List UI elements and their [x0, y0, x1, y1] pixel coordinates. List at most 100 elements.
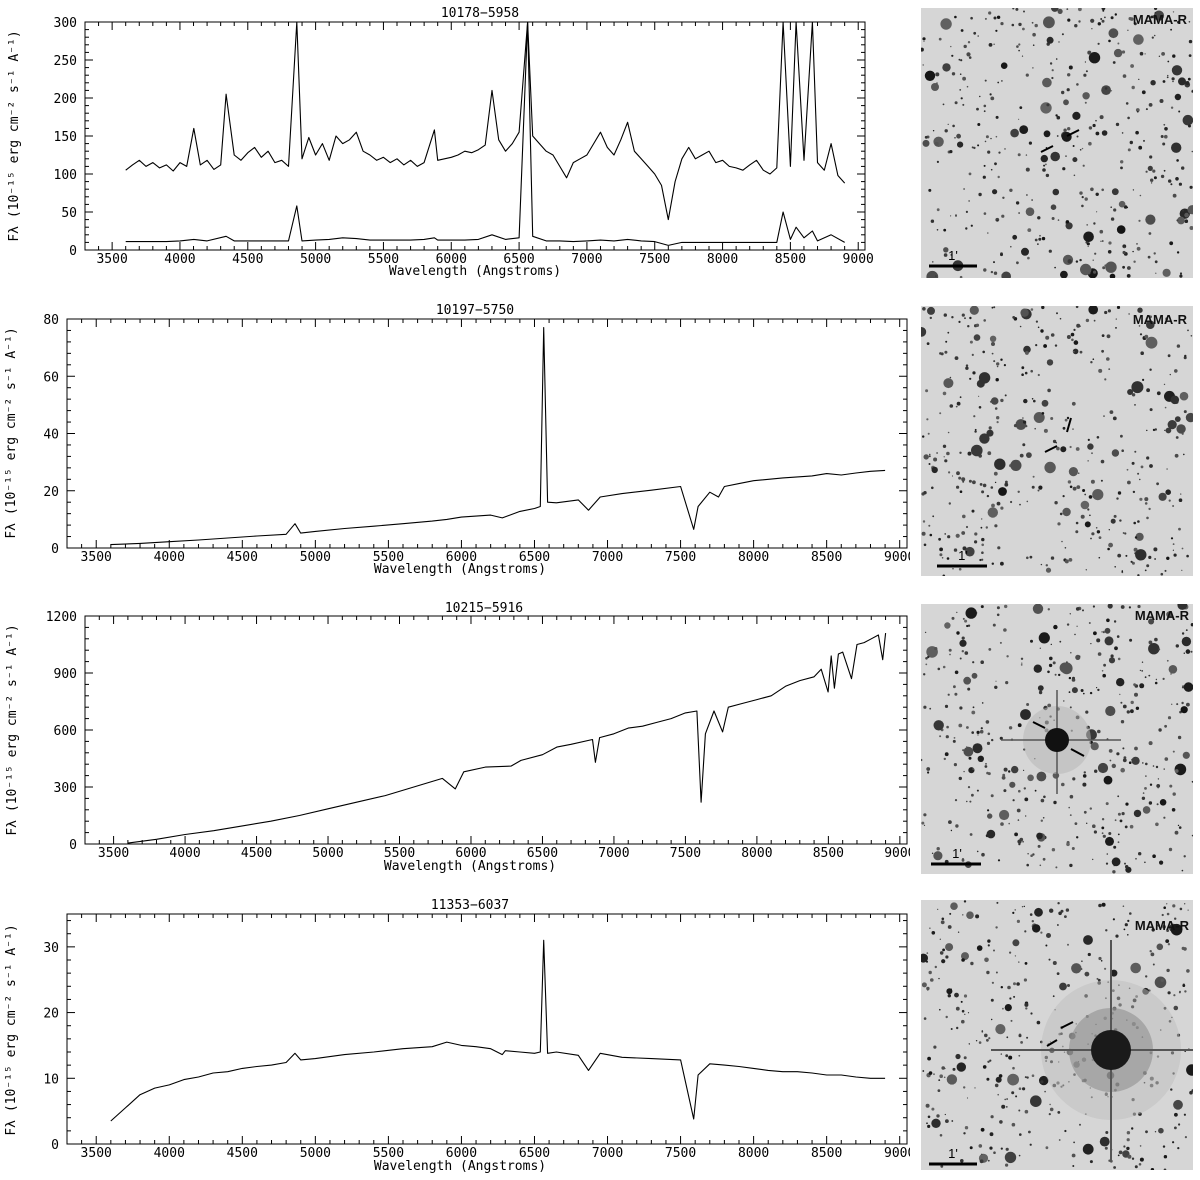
star [1162, 677, 1165, 680]
star [1065, 155, 1067, 158]
star [1049, 62, 1053, 65]
star [1027, 228, 1032, 233]
star [1181, 432, 1184, 435]
x-tick-label: 9000 [843, 252, 874, 267]
star [937, 1089, 941, 1092]
star [1048, 249, 1052, 253]
star [1088, 306, 1098, 315]
star [1174, 416, 1181, 422]
star [1174, 830, 1179, 835]
star [1116, 635, 1120, 638]
star [1018, 118, 1020, 120]
star [961, 1019, 965, 1024]
star [978, 406, 982, 409]
star [1188, 21, 1191, 23]
star [1150, 182, 1153, 184]
star [1086, 822, 1088, 824]
star [1071, 338, 1074, 342]
star [1093, 270, 1097, 274]
star [1053, 800, 1057, 805]
star [1126, 468, 1129, 471]
star [1032, 67, 1034, 69]
star [942, 574, 946, 576]
star [1056, 972, 1060, 975]
star [1068, 806, 1070, 809]
finding-chart-svg-4: MAMA-R 1' [921, 900, 1193, 1170]
star [1120, 701, 1123, 704]
star [1187, 205, 1193, 215]
star [1035, 320, 1038, 323]
star [1090, 537, 1092, 540]
star [1113, 845, 1117, 849]
star [986, 1038, 989, 1042]
star [965, 607, 977, 619]
star [933, 136, 944, 147]
star [1032, 32, 1036, 37]
star [1087, 245, 1089, 248]
star [944, 752, 949, 757]
star [1022, 840, 1024, 843]
star [971, 444, 983, 457]
star-field [921, 604, 1193, 874]
star [1183, 356, 1187, 360]
star [1045, 173, 1050, 178]
star [947, 331, 950, 334]
star [1005, 1163, 1009, 1167]
x-tick-label: 8500 [775, 252, 806, 267]
star [1125, 802, 1129, 806]
star [962, 546, 967, 551]
star [1031, 485, 1035, 489]
star [943, 1076, 946, 1079]
x-tick-label: 7500 [639, 252, 670, 267]
star [942, 103, 945, 106]
x-tick-label: 3500 [98, 846, 129, 861]
star [1130, 64, 1134, 68]
x-tick-label: 8500 [813, 846, 844, 861]
star [1103, 775, 1113, 785]
y-tick-label: 40 [43, 428, 59, 443]
star [982, 483, 987, 488]
spectrum-svg-4: 11353−6037 3500 4000 4500 5000 5500 6000 6500 7… [4, 898, 910, 1174]
star [1008, 770, 1011, 773]
star [1107, 309, 1111, 313]
star [1185, 412, 1193, 423]
star [1019, 106, 1023, 109]
star [1166, 912, 1170, 916]
star [1106, 853, 1109, 855]
star [1153, 252, 1156, 255]
star [950, 215, 952, 217]
star [1025, 73, 1029, 77]
star [1051, 848, 1056, 852]
star [1167, 716, 1172, 720]
star [958, 567, 962, 571]
star [963, 770, 965, 773]
star [961, 477, 966, 482]
target-marker-tick [1032, 721, 1046, 729]
star [1101, 349, 1104, 353]
star [932, 515, 935, 518]
star [964, 1013, 966, 1015]
x-tick-label: 7000 [592, 550, 623, 565]
star [1043, 428, 1048, 433]
star [1000, 1053, 1002, 1055]
star [1169, 241, 1174, 246]
star [1172, 80, 1174, 83]
star [955, 533, 960, 538]
star [1039, 234, 1041, 237]
finding-chart-svg-3: MAMA-R 1' [921, 604, 1193, 874]
star [1054, 344, 1058, 347]
star [1120, 720, 1125, 724]
series-group [110, 939, 886, 1122]
star [1022, 443, 1026, 447]
star [1163, 123, 1166, 126]
star [1129, 912, 1132, 915]
star [1087, 50, 1092, 55]
star [1055, 58, 1058, 60]
star [1055, 442, 1057, 444]
star [1150, 178, 1154, 182]
star [927, 1056, 931, 1061]
star [1104, 16, 1106, 19]
star [1104, 264, 1107, 267]
star [948, 502, 951, 505]
star [1097, 729, 1101, 734]
